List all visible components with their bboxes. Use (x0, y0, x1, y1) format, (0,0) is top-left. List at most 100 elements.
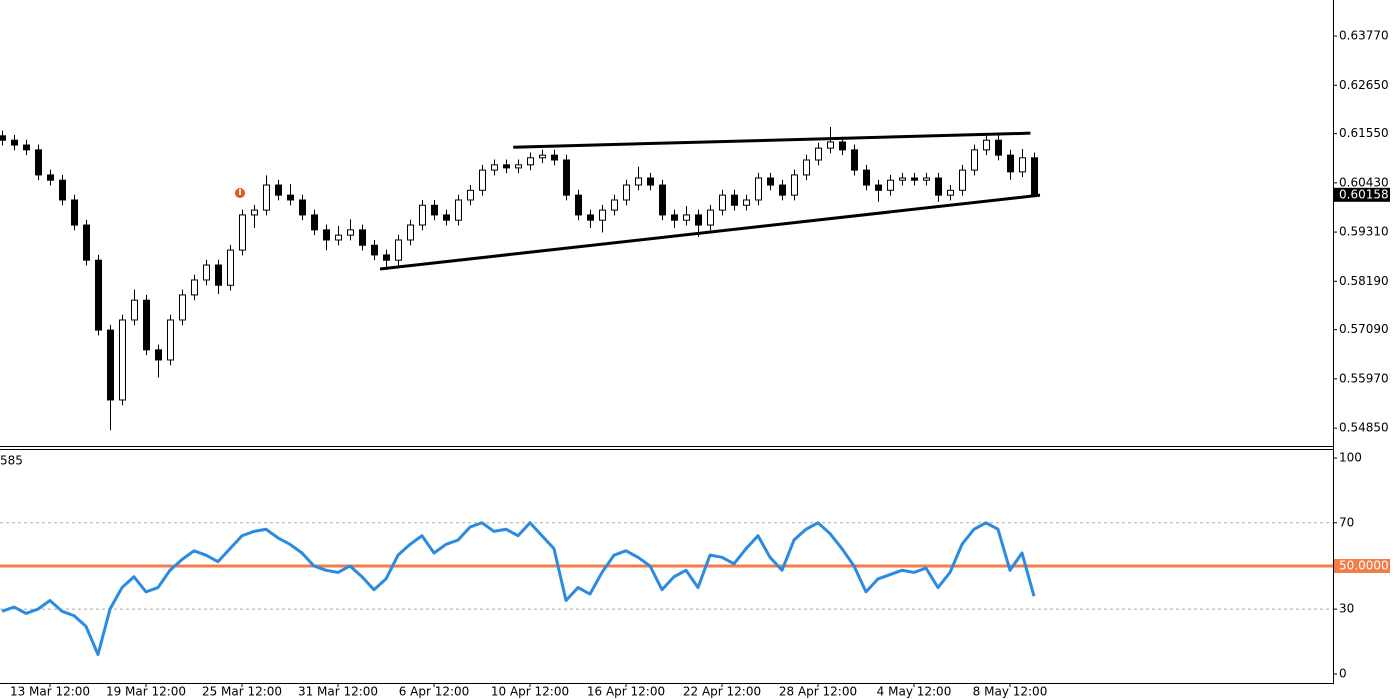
candle-body (479, 169, 486, 191)
candle-body (155, 349, 162, 361)
y-tick-label: 0.54850 (1339, 421, 1389, 435)
candle-body (959, 169, 966, 191)
x-tick-label: 4 May 12:00 (877, 685, 952, 699)
last-price-tag (1334, 187, 1390, 202)
last-price-label: 0.60158 (1339, 187, 1389, 201)
candle-body (83, 224, 90, 261)
x-tick-label: 16 Apr 12:00 (587, 685, 665, 699)
x-tick-label: 6 Apr 12:00 (399, 685, 470, 699)
y-tick-label: 0.62650 (1339, 78, 1389, 92)
level-tag (1334, 558, 1390, 573)
candle-body (563, 159, 570, 196)
candle-body (419, 204, 426, 226)
candle-body (143, 299, 150, 351)
candle-body (551, 154, 558, 161)
candle-body (611, 199, 618, 211)
candle-body (239, 214, 246, 251)
x-tick-label: 22 Apr 12:00 (683, 685, 761, 699)
x-tick-label: 28 Apr 12:00 (779, 685, 857, 699)
candle-body (791, 174, 798, 196)
x-tick-label: 25 Mar 12:00 (202, 685, 282, 699)
candle-body (707, 209, 714, 226)
candle-body (1031, 157, 1038, 196)
candle-body (815, 147, 822, 161)
x-tick-label: 8 May 12:00 (973, 685, 1048, 699)
candle-body (71, 199, 78, 226)
candle-body (995, 139, 1002, 156)
candle-body (299, 199, 306, 216)
candle-body (827, 141, 834, 149)
candle-body (215, 264, 222, 286)
candle-body (647, 177, 654, 186)
y-tick-label: 0 (1339, 666, 1347, 680)
indicator-label: 585 (0, 454, 23, 468)
y-tick-label: 0.58190 (1339, 274, 1389, 288)
candle-body (11, 139, 18, 146)
candle-body (719, 194, 726, 211)
x-tick-label: 13 Mar 12:00 (10, 685, 90, 699)
candle-body (599, 209, 606, 221)
y-tick-label: 70 (1339, 515, 1354, 529)
candle-body (275, 184, 282, 196)
candle-body (1019, 157, 1026, 173)
y-tick-label: 100 (1339, 450, 1362, 464)
y-tick-label: 0.55970 (1339, 371, 1389, 385)
trendline (379, 193, 1041, 271)
y-tick-label: 0.61550 (1339, 126, 1389, 140)
candle-body (395, 239, 402, 261)
candle-body (107, 329, 114, 401)
candle-body (119, 319, 126, 401)
candle-body (227, 249, 234, 286)
y-tick-label: 0.63770 (1339, 29, 1389, 43)
candle-body (659, 184, 666, 216)
candle-body (779, 184, 786, 196)
candle-body (491, 164, 498, 171)
candle-body (875, 184, 882, 191)
candle-body (527, 157, 534, 166)
candle-body (359, 229, 366, 246)
candle-body (923, 177, 930, 181)
y-tick-label: 0.57090 (1339, 322, 1389, 336)
candle-body (311, 214, 318, 231)
candle-body (503, 164, 510, 169)
signal-marker (235, 188, 245, 198)
candle-body (587, 214, 594, 221)
candle-body (335, 234, 342, 241)
candle-body (35, 149, 42, 176)
x-tick-label: 19 Mar 12:00 (106, 685, 186, 699)
indicator-line (1, 521, 1036, 656)
candle-body (743, 199, 750, 206)
candle-body (407, 224, 414, 241)
candle-body (971, 149, 978, 171)
candle-body (203, 264, 210, 281)
candle-body (23, 144, 30, 151)
candle-body (287, 194, 294, 201)
candle-body (731, 194, 738, 206)
level-label: 50.0000 (1339, 558, 1389, 572)
candle-body (191, 279, 198, 296)
candle-body (371, 244, 378, 256)
candle-body (47, 174, 54, 181)
candle-body (683, 214, 690, 221)
candle-body (695, 214, 702, 226)
candle-body (911, 177, 918, 181)
candle-body (887, 179, 894, 191)
candle-body (851, 149, 858, 171)
candle-body (671, 214, 678, 221)
candle-body (863, 169, 870, 186)
x-tick-label: 31 Mar 12:00 (298, 685, 378, 699)
candle-body (347, 229, 354, 236)
candle-body (443, 214, 450, 221)
candle-body (623, 184, 630, 201)
candle-body (635, 177, 642, 186)
y-tick-label: 0.59310 (1339, 225, 1389, 239)
trendline (513, 131, 1031, 149)
candle-body (467, 189, 474, 201)
candle-body (167, 319, 174, 361)
candle-body (947, 189, 954, 196)
candle-body (383, 254, 390, 261)
candle-body (131, 299, 138, 321)
y-tick-label: 0.60430 (1339, 175, 1389, 189)
